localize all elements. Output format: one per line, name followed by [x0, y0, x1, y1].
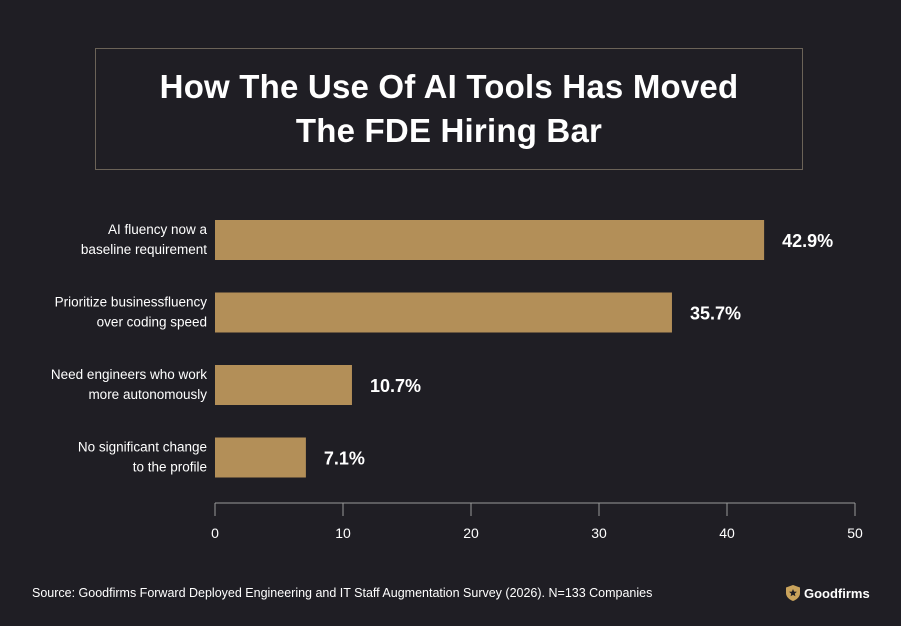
- data-label: 42.9%: [782, 231, 833, 251]
- x-tick-label: 50: [847, 525, 863, 541]
- data-label: 10.7%: [370, 376, 421, 396]
- x-tick-label: 0: [211, 525, 219, 541]
- category-label: more autonomously: [88, 387, 207, 402]
- category-label: baseline requirement: [81, 242, 207, 257]
- shield-star-icon: [786, 585, 800, 601]
- chart-title: How The Use Of AI Tools Has Moved The FD…: [159, 68, 739, 149]
- bar: [215, 365, 352, 405]
- brand-logo: Goodfirms: [786, 585, 870, 601]
- category-label: over coding speed: [97, 315, 207, 330]
- category-label: No significant change: [78, 440, 207, 455]
- x-tick-label: 10: [335, 525, 351, 541]
- x-tick-label: 20: [463, 525, 479, 541]
- category-label: to the profile: [133, 460, 207, 475]
- category-label: Need engineers who work: [51, 367, 207, 382]
- brand-name: Goodfirms: [804, 585, 870, 601]
- bar: [215, 437, 306, 478]
- category-label: Prioritize businessfluency: [55, 295, 208, 310]
- category-label: AI fluency now a: [108, 222, 208, 237]
- source-note: Source: Goodfirms Forward Deployed Engin…: [32, 586, 653, 600]
- data-label: 35.7%: [690, 304, 741, 324]
- bar: [215, 220, 765, 260]
- title-box: How The Use Of AI Tools Has Moved The FD…: [95, 48, 803, 170]
- data-label: 7.1%: [324, 449, 365, 469]
- bar: [215, 292, 672, 333]
- x-tick-label: 30: [591, 525, 607, 541]
- x-tick-label: 40: [719, 525, 735, 541]
